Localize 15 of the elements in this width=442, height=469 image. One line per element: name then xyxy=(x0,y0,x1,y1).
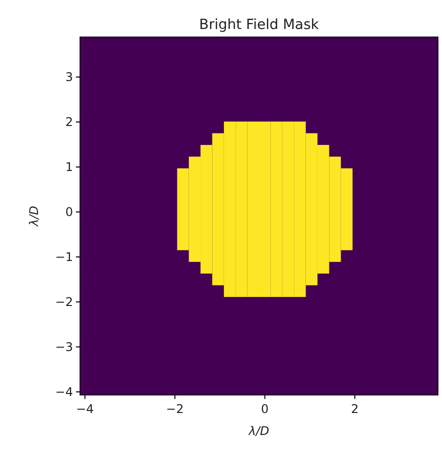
y-tick-label: −1 xyxy=(55,250,73,264)
y-tick-label: −4 xyxy=(55,385,73,400)
x-tick-label: 2 xyxy=(350,402,359,416)
y-tick-label: 3 xyxy=(65,70,73,84)
x-tick-label: −4 xyxy=(76,402,94,416)
x-axis-title: λ/D xyxy=(248,424,270,438)
y-axis-title: λ/D xyxy=(27,206,41,228)
y-tick-label: 2 xyxy=(65,115,73,130)
x-tick-label: −2 xyxy=(166,402,184,416)
y-tick-label: 1 xyxy=(65,160,73,174)
x-tick-label: 0 xyxy=(261,402,269,416)
y-tick-label: 0 xyxy=(65,205,73,220)
chart-title: Bright Field Mask xyxy=(199,17,320,33)
y-tick-label: −3 xyxy=(55,340,73,354)
y-tick-label: −2 xyxy=(55,295,73,310)
